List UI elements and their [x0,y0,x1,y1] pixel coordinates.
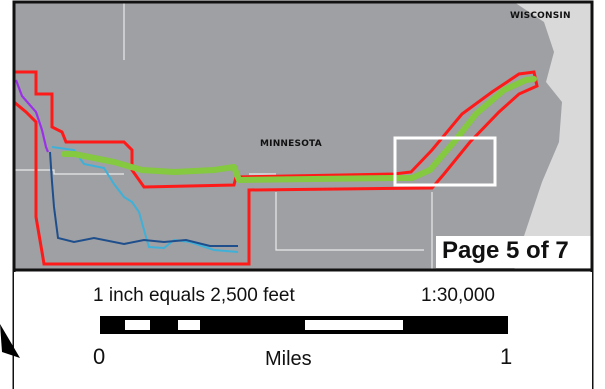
scale-tick-start: 0 [93,344,106,369]
land-mass [14,2,562,270]
scale-bar [100,316,508,334]
page-indicator-text: Page 5 of 7 [442,237,569,264]
scale-bar-segment [178,320,200,330]
scale-bar-segment [305,320,403,330]
page-indicator: Page 5 of 7 [436,236,592,268]
north-arrow-icon [0,324,20,358]
state-label-minnesota: MINNESOTA [260,139,322,149]
state-label-wisconsin: WISCONSIN [510,11,571,21]
scale-units: Miles [265,348,312,370]
scale-tick-end: 1 [500,344,513,369]
map-canvas [14,2,562,270]
scale-ratio: 1:30,000 [421,285,495,306]
scale-text: 1 inch equals 2,500 feet [93,285,295,306]
map-panel: WISCONSIN MINNESOTA Page 5 of 7 [14,2,592,270]
scale-bar-segment [125,320,150,330]
